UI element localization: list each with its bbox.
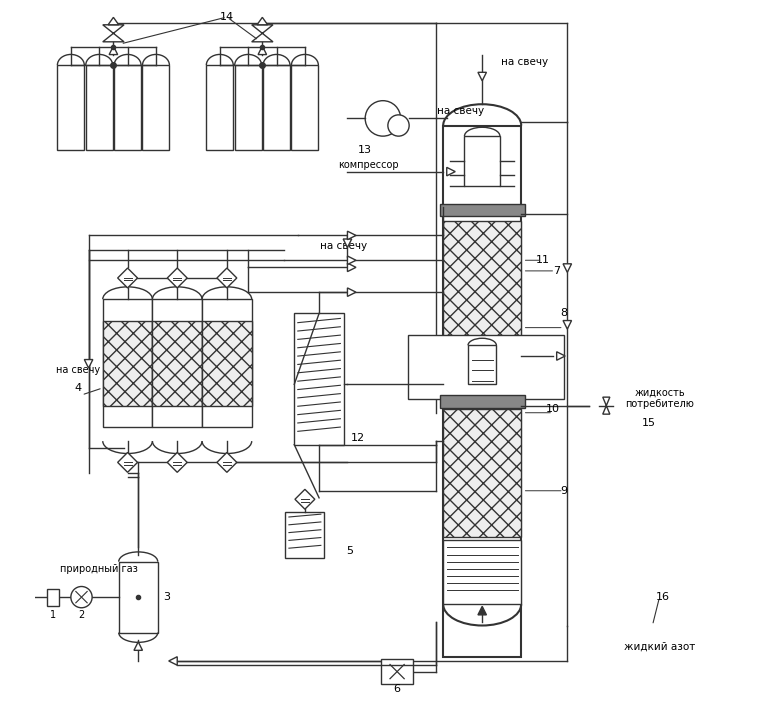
Polygon shape <box>109 46 118 55</box>
Polygon shape <box>217 268 237 288</box>
Bar <box>292 66 318 150</box>
Bar <box>381 659 413 684</box>
Bar <box>48 589 58 606</box>
Text: компрессор: компрессор <box>339 159 399 169</box>
Bar <box>103 299 152 427</box>
Bar <box>119 562 158 632</box>
Text: природный газ: природный газ <box>60 564 138 574</box>
Text: 3: 3 <box>163 592 170 602</box>
Bar <box>114 66 141 150</box>
Bar <box>440 204 525 216</box>
Text: 13: 13 <box>358 145 372 155</box>
Bar <box>235 66 261 150</box>
Bar <box>383 661 411 682</box>
Bar <box>440 395 525 408</box>
Polygon shape <box>167 452 187 472</box>
Polygon shape <box>347 263 356 271</box>
Polygon shape <box>118 268 137 288</box>
Text: 12: 12 <box>351 433 365 443</box>
Polygon shape <box>258 46 267 55</box>
Polygon shape <box>168 656 177 665</box>
Polygon shape <box>478 73 487 81</box>
Polygon shape <box>557 352 566 360</box>
Text: 9: 9 <box>560 486 567 496</box>
Bar <box>443 540 521 604</box>
Text: 8: 8 <box>560 308 567 318</box>
Polygon shape <box>563 320 572 329</box>
Polygon shape <box>347 231 356 240</box>
Bar <box>152 320 202 406</box>
Bar <box>202 299 252 427</box>
Polygon shape <box>217 452 237 472</box>
Text: 7: 7 <box>553 266 560 276</box>
Bar <box>464 136 500 186</box>
Bar <box>143 66 169 150</box>
Polygon shape <box>103 25 124 42</box>
Bar <box>202 320 252 406</box>
Polygon shape <box>134 642 143 650</box>
Text: 16: 16 <box>656 592 670 602</box>
Text: на свечу: на свечу <box>502 57 548 67</box>
Circle shape <box>388 115 410 136</box>
Polygon shape <box>447 167 456 176</box>
Polygon shape <box>295 489 315 509</box>
Text: 10: 10 <box>546 404 560 414</box>
Polygon shape <box>252 25 273 42</box>
Bar <box>263 66 290 150</box>
Text: на свечу: на свечу <box>56 365 100 375</box>
Polygon shape <box>478 607 487 615</box>
Bar <box>294 313 344 445</box>
Text: 11: 11 <box>536 256 549 266</box>
Text: жидкость
потребителю: жидкость потребителю <box>625 388 694 409</box>
Bar <box>103 320 152 406</box>
Bar <box>443 221 521 342</box>
Bar <box>86 66 112 150</box>
Text: 4: 4 <box>74 383 81 393</box>
Circle shape <box>71 587 92 608</box>
Polygon shape <box>84 360 93 368</box>
Bar <box>408 335 564 399</box>
Text: 14: 14 <box>220 12 234 22</box>
Polygon shape <box>257 17 268 25</box>
Polygon shape <box>108 17 119 25</box>
Bar <box>443 125 521 657</box>
Polygon shape <box>167 268 187 288</box>
Text: 2: 2 <box>78 610 84 620</box>
Bar <box>443 409 521 537</box>
Text: 1: 1 <box>50 610 56 620</box>
Bar <box>468 345 496 384</box>
Polygon shape <box>347 256 356 265</box>
Polygon shape <box>603 397 610 414</box>
Bar <box>152 299 202 427</box>
Text: 6: 6 <box>394 684 401 694</box>
Text: 5: 5 <box>346 546 353 556</box>
Polygon shape <box>118 452 137 472</box>
Text: 15: 15 <box>642 419 656 429</box>
Circle shape <box>365 100 401 136</box>
Text: на свечу: на свечу <box>321 241 367 251</box>
Polygon shape <box>343 239 352 248</box>
Bar <box>58 66 84 150</box>
Text: на свечу: на свечу <box>438 106 484 116</box>
Bar <box>207 66 233 150</box>
Bar <box>285 512 324 558</box>
Polygon shape <box>347 288 356 296</box>
Polygon shape <box>563 264 572 272</box>
Text: жидкий азот: жидкий азот <box>624 642 695 651</box>
